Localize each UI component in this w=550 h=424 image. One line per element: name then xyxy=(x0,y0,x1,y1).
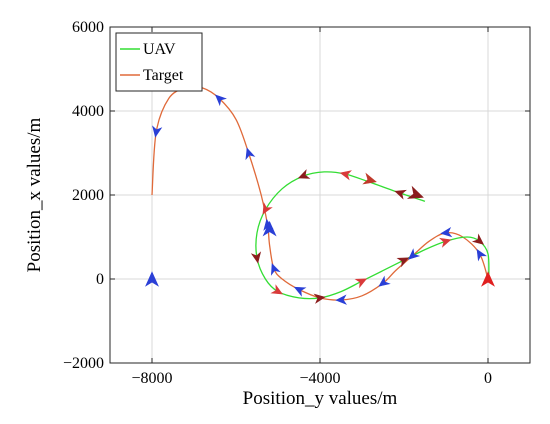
heading-marker xyxy=(406,185,424,199)
heading-marker xyxy=(270,284,283,295)
series-line-uav xyxy=(255,171,490,300)
heading-marker xyxy=(215,94,227,107)
direction-markers xyxy=(145,81,495,305)
heading-marker xyxy=(378,275,391,287)
y-ticks: −2000 0 2000 4000 6000 xyxy=(63,19,530,372)
heading-marker xyxy=(408,248,421,260)
y-tick-label: 6000 xyxy=(72,19,104,36)
y-axis-title: Position_x values/m xyxy=(24,117,45,272)
heading-marker xyxy=(396,257,410,268)
heading-marker xyxy=(339,170,352,181)
x-tick-label: 0 xyxy=(484,370,492,387)
x-tick-label: −8000 xyxy=(131,370,172,387)
heading-marker xyxy=(297,169,311,179)
legend-label-target: Target xyxy=(143,67,184,84)
heading-marker xyxy=(440,226,453,238)
heading-marker xyxy=(354,278,368,289)
heading-marker xyxy=(293,286,307,297)
heading-marker xyxy=(471,233,485,245)
heading-marker xyxy=(476,248,488,262)
heading-marker xyxy=(145,271,159,287)
x-ticks: −8000 −4000 0 xyxy=(131,27,492,387)
heading-marker xyxy=(394,189,407,200)
heading-marker xyxy=(481,271,495,287)
x-axis-title: Position_y values/m xyxy=(243,388,398,409)
heading-marker xyxy=(270,263,281,276)
heading-marker xyxy=(262,220,277,237)
heading-marker xyxy=(438,237,452,248)
heading-marker xyxy=(313,293,326,304)
y-tick-label: 2000 xyxy=(72,187,104,204)
legend: UAV Target xyxy=(115,32,203,92)
heading-marker xyxy=(262,202,273,215)
heading-marker xyxy=(152,125,163,138)
x-tick-label: −4000 xyxy=(299,370,340,387)
legend-label-uav: UAV xyxy=(143,41,176,58)
heading-marker xyxy=(245,147,256,161)
y-tick-label: 0 xyxy=(96,271,104,288)
heading-marker xyxy=(335,294,348,305)
heading-marker xyxy=(250,251,262,264)
y-tick-label: 4000 xyxy=(72,103,104,120)
heading-marker xyxy=(362,172,377,185)
legend-box xyxy=(115,32,203,92)
y-tick-label: −2000 xyxy=(63,355,104,372)
